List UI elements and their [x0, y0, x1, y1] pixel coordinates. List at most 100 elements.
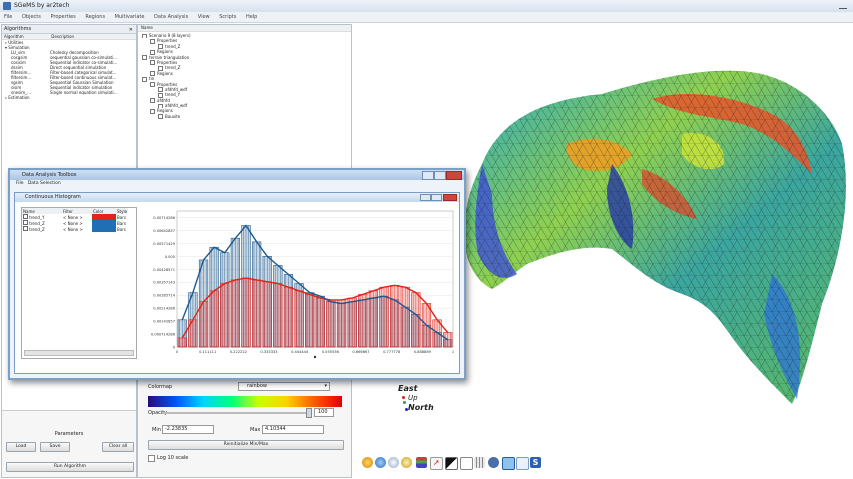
menu-objects[interactable]: Objects: [21, 14, 41, 20]
run-algorithm-button[interactable]: Run Algorithm: [6, 462, 134, 472]
colormap-select[interactable]: rainbow ▾: [238, 382, 330, 391]
tree-checkbox[interactable]: [158, 65, 163, 71]
object-tree-item[interactable]: trend_Z: [138, 65, 351, 71]
algorithm-item[interactable]: filtersim... Filter-based continuous simu…: [2, 75, 136, 80]
axes-icon[interactable]: [416, 457, 427, 468]
tree-group[interactable]: ▹ Estimation: [5, 95, 30, 100]
object-tree-item[interactable]: afdhfd: [138, 98, 351, 104]
algorithm-item[interactable]: cosgsim sequential gaussian co-simulati..…: [2, 55, 136, 60]
opacity-spinbox[interactable]: 100: [314, 408, 334, 417]
legend-row[interactable]: trend_Z < None > Bars: [22, 226, 128, 232]
histogram-chart[interactable]: 0.00714286 0.00642857 0.00571429 0.005 0.004…: [139, 205, 457, 371]
dialog-menu-file[interactable]: File: [16, 181, 24, 186]
legend-scrollbar[interactable]: [24, 350, 134, 356]
legend-checkbox[interactable]: [23, 226, 28, 231]
menu-regions[interactable]: Regions: [85, 14, 106, 20]
close-icon[interactable]: ✕: [128, 27, 133, 33]
menu-properties[interactable]: Properties: [50, 14, 76, 20]
legend-checkbox[interactable]: [23, 220, 28, 225]
cloud-icon[interactable]: [488, 457, 499, 468]
object-tree-item[interactable]: Regions: [138, 108, 351, 114]
algorithm-item[interactable]: dssim Direct sequential simulation: [2, 65, 136, 70]
tree-checkbox[interactable]: [150, 98, 155, 104]
tree-group[interactable]: ▾ Simulation: [5, 45, 30, 50]
minimize-icon[interactable]: [839, 3, 847, 9]
cube-front-icon[interactable]: [388, 457, 399, 468]
dialog-menu-data-selection[interactable]: Data Selection: [27, 181, 61, 186]
col-description[interactable]: Description: [51, 34, 75, 39]
object-tree-item[interactable]: Regions: [138, 71, 351, 77]
tree-checkbox[interactable]: [142, 33, 147, 39]
algorithm-item[interactable]: cosisim Sequential indicator co-simulati.…: [2, 60, 136, 65]
tree-checkbox[interactable]: [158, 44, 163, 50]
tree-checkbox[interactable]: [142, 55, 147, 60]
load-button[interactable]: Load: [6, 442, 36, 452]
opacity-slider[interactable]: [162, 412, 308, 414]
tree-group[interactable]: ▹ Utilities: [5, 40, 24, 45]
object-tree-item[interactable]: Properties: [138, 82, 351, 87]
legend-filter[interactable]: < None >: [63, 214, 83, 220]
arrow-icon[interactable]: ➚: [430, 457, 443, 470]
cube-side-icon[interactable]: [401, 457, 412, 468]
legend-style[interactable]: Bars: [117, 214, 126, 220]
tree-checkbox[interactable]: [150, 60, 155, 66]
tree-checkbox[interactable]: [158, 114, 163, 120]
legend-style[interactable]: Bars: [117, 220, 126, 226]
algorithm-item[interactable]: sgsim Sequential Gaussian Simulation: [2, 80, 136, 85]
min-field[interactable]: -2.23835: [162, 425, 214, 434]
reinitialize-minmax-button[interactable]: Reinitialize Min/Max: [148, 440, 344, 450]
max-field[interactable]: 4.10344: [262, 425, 324, 434]
histogram-maximize-button[interactable]: [431, 194, 442, 201]
object-tree-item[interactable]: Properties: [138, 38, 351, 44]
histogram-minimize-button[interactable]: [420, 194, 431, 201]
script-icon[interactable]: [516, 457, 529, 470]
legend-row[interactable]: trend_Z < None > Bars: [22, 220, 128, 226]
object-tree-item[interactable]: Bauxite: [138, 114, 351, 120]
save-button[interactable]: Save: [40, 442, 70, 452]
col-algorithm[interactable]: Algorithm: [4, 34, 24, 39]
object-tree-item[interactable]: trend_Y: [138, 92, 351, 98]
algorithm-item[interactable]: snesim_... Single normal equation simulat…: [2, 90, 136, 95]
tree-checkbox[interactable]: [158, 87, 163, 93]
object-tree-item[interactable]: Scenario 9 (8 layers): [138, 33, 351, 39]
legend-color-swatch[interactable]: [92, 226, 116, 232]
histogram-close-button[interactable]: [443, 194, 457, 201]
opacity-slider-handle[interactable]: [306, 408, 312, 418]
menu-help[interactable]: Help: [245, 14, 258, 20]
object-tree-item[interactable]: afdhfd_wdf: [138, 87, 351, 93]
bw-icon[interactable]: [445, 457, 458, 470]
tree-checkbox[interactable]: [150, 71, 155, 77]
algorithm-item[interactable]: sisim Sequential indicator simulation: [2, 85, 136, 90]
globe-icon[interactable]: [362, 457, 373, 468]
dialog-minimize-button[interactable]: [422, 171, 434, 180]
dialog-maximize-button[interactable]: [434, 171, 446, 180]
tree-checkbox[interactable]: [150, 108, 155, 114]
snapshot-icon[interactable]: S: [530, 457, 541, 468]
tree-checkbox[interactable]: [142, 76, 147, 82]
object-tree-item[interactable]: Regions: [138, 49, 351, 55]
menu-view[interactable]: View: [197, 14, 210, 20]
menu-scripts[interactable]: Scripts: [219, 14, 237, 20]
object-tree-item[interactable]: trend_Z: [138, 44, 351, 50]
window-icon[interactable]: [502, 457, 515, 470]
grid-icon[interactable]: [474, 457, 485, 468]
dialog-close-button[interactable]: [446, 171, 462, 180]
legend-filter[interactable]: < None >: [63, 220, 83, 226]
legend-checkbox[interactable]: [23, 214, 28, 219]
tree-checkbox[interactable]: [158, 92, 163, 98]
legend-filter[interactable]: < None >: [63, 226, 83, 232]
legend-color-swatch[interactable]: [92, 214, 116, 220]
menu-data-analysis[interactable]: Data Analysis: [154, 14, 189, 20]
algorithm-item[interactable]: filtersim... Filter-based categorical sim…: [2, 70, 136, 75]
legend-style[interactable]: Bars: [117, 226, 126, 232]
object-tree-item[interactable]: terrain triangulation: [138, 55, 351, 60]
legend-row[interactable]: trend_Y < None > Bars: [22, 214, 128, 220]
tree-checkbox[interactable]: [150, 49, 155, 55]
object-tree-item[interactable]: tin: [138, 76, 351, 82]
menu-multivariate[interactable]: Multivariate: [114, 14, 145, 20]
object-tree-item[interactable]: Properties: [138, 60, 351, 66]
legend-color-swatch[interactable]: [92, 220, 116, 226]
tree-checkbox[interactable]: [150, 82, 155, 87]
clear-all-button[interactable]: Clear all: [102, 442, 134, 452]
algorithm-item[interactable]: LU_sim Cholesky decomposition: [2, 50, 136, 55]
